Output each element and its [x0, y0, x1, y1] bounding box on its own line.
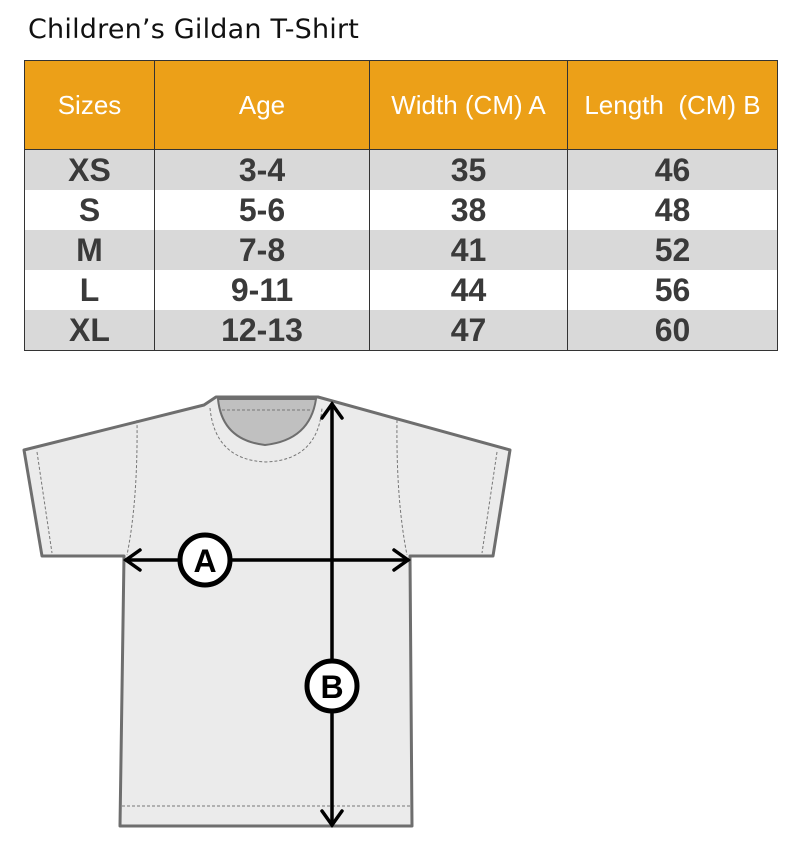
tshirt-outline	[22, 395, 512, 828]
table-row: M 7-8 41 52	[24, 230, 778, 270]
label-b: B	[320, 669, 343, 705]
table-cell: S	[24, 190, 155, 230]
header-row: Sizes Age Width (CM) A Length (CM) B	[24, 60, 778, 150]
table-cell: XS	[24, 149, 155, 190]
table-cell: 48	[567, 190, 778, 230]
chart-title: Children’s Gildan T-Shirt	[28, 14, 360, 45]
table-cell: 60	[567, 310, 778, 351]
table-cell: 44	[369, 270, 568, 310]
size-table: Sizes Age Width (CM) A Length (CM) B XS 3…	[24, 60, 778, 351]
header-width: Width (CM) A	[369, 60, 568, 150]
table-cell: 5-6	[154, 190, 370, 230]
stitching	[36, 407, 498, 807]
header-sizes: Sizes	[24, 60, 155, 150]
table-cell: L	[24, 270, 155, 310]
table-cell: M	[24, 230, 155, 270]
table-row: S 5-6 38 48	[24, 190, 778, 230]
label-a-circle	[177, 532, 233, 588]
header-length: Length (CM) B	[567, 60, 778, 150]
table-cell: 12-13	[154, 310, 370, 351]
table-row: L 9-11 44 56	[24, 270, 778, 310]
table-cell: 9-11	[154, 270, 370, 310]
label-b-circle	[304, 658, 360, 714]
table-cell: 46	[567, 149, 778, 190]
label-a: A	[193, 543, 216, 579]
table-cell: 41	[369, 230, 568, 270]
table-cell: 3-4	[154, 149, 370, 190]
table-cell: 38	[369, 190, 568, 230]
table-cell: 56	[567, 270, 778, 310]
table-row: XS 3-4 35 46	[24, 149, 778, 190]
table-cell: XL	[24, 310, 155, 351]
table-cell: 47	[369, 310, 568, 351]
table-cell: 7-8	[154, 230, 370, 270]
table-cell: 35	[369, 149, 568, 190]
header-age: Age	[154, 60, 370, 150]
table-row: XL 12-13 47 60	[24, 310, 778, 351]
table-cell: 52	[567, 230, 778, 270]
